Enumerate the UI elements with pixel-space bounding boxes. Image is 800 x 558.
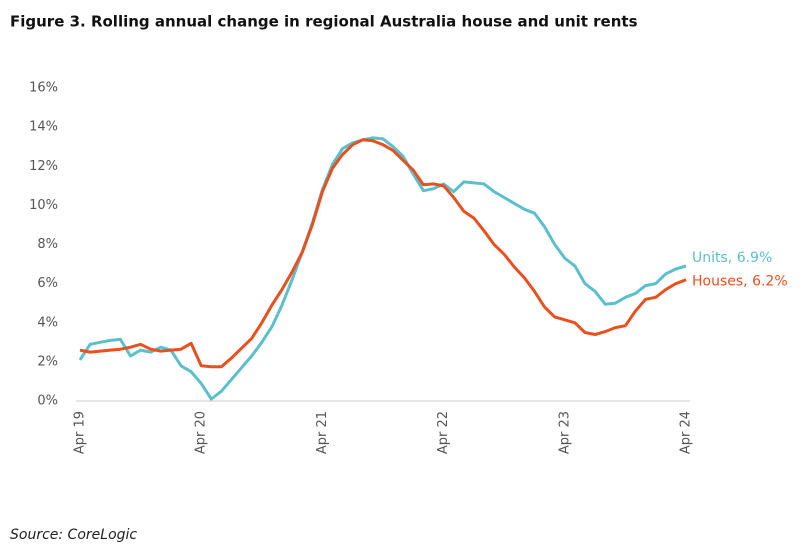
y-tick-label: 6% <box>37 276 58 291</box>
y-tick-label: 14% <box>29 120 58 135</box>
x-tick-label: Apr 19 <box>73 411 88 454</box>
x-tick-label: Apr 24 <box>679 411 694 454</box>
series-end-label: Houses, 6.2% <box>692 274 788 290</box>
x-tick-label: Apr 23 <box>557 411 572 454</box>
x-tick-label: Apr 22 <box>436 411 451 454</box>
y-tick-label: 16% <box>29 81 58 96</box>
y-tick-label: 0% <box>37 394 58 409</box>
x-tick-label: Apr 20 <box>194 411 209 454</box>
y-tick-label: 2% <box>37 354 58 369</box>
y-tick-label: 12% <box>29 159 58 174</box>
series-line <box>79 138 687 369</box>
chart-title: Figure 3. Rolling annual change in regio… <box>10 13 638 31</box>
source-note: Source: CoreLogic <box>10 527 137 543</box>
y-tick-label: 8% <box>37 237 58 252</box>
series-line <box>78 136 687 401</box>
y-tick-label: 4% <box>37 315 58 330</box>
y-tick-label: 10% <box>29 198 58 213</box>
series-end-label: Units, 6.9% <box>692 250 772 266</box>
x-tick-label: Apr 21 <box>315 411 330 454</box>
